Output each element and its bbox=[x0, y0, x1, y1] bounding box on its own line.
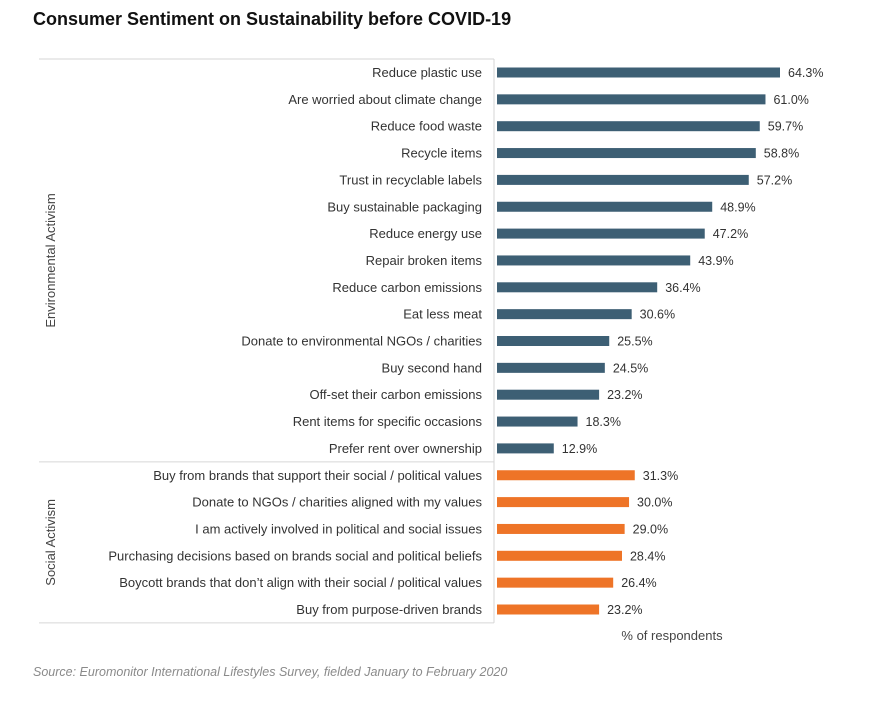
group-label: Environmental Activism bbox=[43, 193, 58, 327]
data-label: 48.9% bbox=[720, 200, 755, 214]
bar bbox=[497, 94, 766, 105]
bar bbox=[497, 550, 622, 561]
bars bbox=[497, 67, 780, 615]
category-label: Buy second hand bbox=[382, 360, 482, 375]
data-label: 64.3% bbox=[788, 66, 823, 80]
category-label: Reduce plastic use bbox=[372, 65, 482, 80]
value-labels: 64.3% 61.0% 59.7% 58.8% 57.2%48.9% 47.2% 43.9%… bbox=[562, 66, 824, 617]
category-label: Eat less meat bbox=[403, 307, 482, 322]
category-label: Off-set their carbon emissions bbox=[310, 387, 483, 402]
category-label: Buy from brands that support their socia… bbox=[153, 468, 482, 483]
bar bbox=[497, 497, 630, 508]
bar bbox=[497, 577, 614, 588]
category-label: Prefer rent over ownership bbox=[329, 441, 482, 456]
category-label: Reduce carbon emissions bbox=[332, 280, 482, 295]
category-label: Reduce food waste bbox=[371, 119, 482, 134]
category-label: I am actively involved in political and … bbox=[195, 521, 482, 536]
bar bbox=[497, 228, 705, 239]
bar bbox=[497, 336, 610, 346]
bar bbox=[497, 121, 760, 132]
category-label: Donate to environmental NGOs / charities bbox=[241, 334, 482, 349]
data-label: 57.2% bbox=[757, 173, 792, 187]
data-label: 30.0% bbox=[637, 496, 672, 510]
data-label: 28.4% bbox=[630, 549, 665, 563]
chart-frame bbox=[39, 58, 495, 624]
source-note: Source: Euromonitor International Lifest… bbox=[33, 665, 508, 679]
data-label: 24.5% bbox=[613, 361, 648, 375]
bar bbox=[497, 148, 756, 159]
data-label: 30.6% bbox=[640, 308, 675, 322]
bar bbox=[497, 309, 632, 320]
category-label: Donate to NGOs / charities aligned with … bbox=[192, 495, 482, 510]
bar bbox=[497, 67, 780, 78]
category-label: Recycle items bbox=[401, 146, 482, 161]
data-label: 58.8% bbox=[764, 147, 799, 161]
data-label: 47.2% bbox=[713, 227, 748, 241]
data-label: 36.4% bbox=[665, 281, 700, 295]
data-label: 29.0% bbox=[633, 522, 668, 536]
data-label: 26.4% bbox=[621, 576, 656, 590]
category-label: Trust in recyclable labels bbox=[339, 172, 482, 187]
bar bbox=[497, 174, 749, 185]
bar bbox=[497, 389, 600, 400]
data-label: 12.9% bbox=[562, 442, 597, 456]
category-label: Reduce energy use bbox=[369, 226, 482, 241]
category-label: Rent items for specific occasions bbox=[293, 414, 483, 429]
data-label: 31.3% bbox=[643, 469, 678, 483]
category-label: Repair broken items bbox=[366, 253, 483, 268]
group-labels: Environmental Activism Social Activism bbox=[43, 193, 58, 585]
bar bbox=[497, 443, 554, 454]
bar bbox=[497, 255, 691, 266]
x-axis-label: % of respondents bbox=[621, 628, 723, 643]
bar bbox=[497, 282, 658, 293]
chart-title: Consumer Sentiment on Sustainability bef… bbox=[33, 9, 512, 29]
bar bbox=[497, 362, 605, 373]
category-label: Purchasing decisions based on brands soc… bbox=[108, 548, 482, 563]
group-label: Social Activism bbox=[43, 499, 58, 586]
data-label: 23.2% bbox=[607, 388, 642, 402]
bar bbox=[497, 523, 625, 534]
bar bbox=[497, 470, 635, 481]
data-label: 25.5% bbox=[617, 335, 652, 349]
data-label: 61.0% bbox=[773, 93, 808, 107]
data-label: 23.2% bbox=[607, 603, 642, 617]
bar bbox=[497, 604, 600, 615]
bar bbox=[497, 201, 713, 212]
category-label: Buy sustainable packaging bbox=[327, 199, 482, 214]
data-label: 59.7% bbox=[768, 120, 803, 134]
bar bbox=[497, 416, 578, 427]
data-label: 43.9% bbox=[698, 254, 733, 268]
category-label: Boycott brands that don’t align with the… bbox=[119, 575, 482, 590]
category-label: Buy from purpose-driven brands bbox=[296, 602, 482, 617]
category-labels: Reduce plastic use Are worried about clim… bbox=[108, 65, 482, 617]
category-label: Are worried about climate change bbox=[288, 92, 482, 107]
data-label: 18.3% bbox=[586, 415, 621, 429]
